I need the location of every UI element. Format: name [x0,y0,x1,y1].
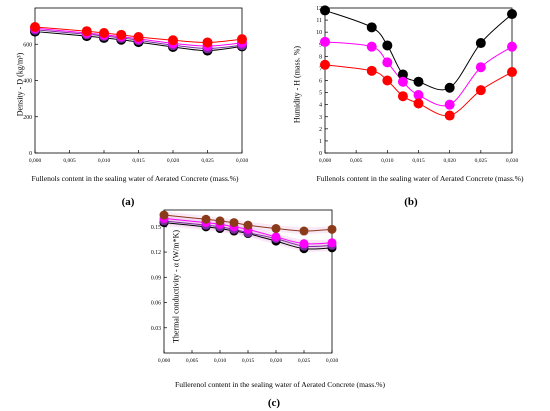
y-tick-label: 9 [319,42,322,48]
data-point [299,226,309,236]
y-tick-label: 8 [319,54,322,60]
data-point [507,9,517,20]
y-tick-label: 6 [319,79,322,85]
data-point [243,220,253,230]
data-point [320,5,330,16]
y-tick-label: 7 [319,66,322,72]
caption-c: (c) [267,397,281,409]
y-tick-label: 3 [319,115,322,121]
x-tick-label: 0,020 [270,358,283,364]
x-tick-label: 0,000 [319,158,332,164]
x-tick-label: 0,015 [412,158,425,164]
x-tick-label: 0,010 [98,158,111,164]
x-tick-label: 0,005 [186,358,199,364]
x-tick-label: 0,000 [29,158,42,164]
data-point [475,85,486,96]
data-point [413,76,424,87]
data-point [201,214,211,224]
y-tick-label: 12 [316,6,322,12]
data-point [81,26,92,37]
data-point [133,32,144,42]
data-point [397,69,408,80]
data-point [366,22,377,33]
data-point [299,239,309,249]
x-tick-label: 0,005 [350,158,363,164]
y-tick-label: 1 [319,139,322,145]
data-point [237,34,247,45]
x-tick-label: 0,010 [381,158,394,164]
data-point [366,65,377,76]
x-tick-label: 0,020 [443,158,456,164]
x-tick-label: 0,030 [236,158,249,164]
y-tick-label: 0 [319,151,322,157]
data-point [507,67,517,78]
data-point [475,38,486,49]
x-tick-label: 0,025 [298,358,311,364]
y-tick-label: 400 [23,79,32,85]
y-tick-label: 10 [316,30,322,36]
x-tick-label: 0,025 [201,158,214,164]
x-tick-label: 0,000 [158,358,171,364]
data-point [444,82,455,93]
caption-a: (a) [121,196,135,208]
data-point [397,76,408,87]
y-tick-label: 600 [23,42,32,48]
x-tick-label: 0,030 [506,158,519,164]
data-point [382,57,393,68]
x-tick-label: 0,015 [132,158,145,164]
y-tick-label: 0.15 [151,225,161,231]
x-tick-label: 0,030 [326,358,339,364]
x-tick-label: 0,015 [242,358,255,364]
data-point [475,62,486,73]
chart-b-xlabel: Fullenols content in the sealing water o… [316,174,524,183]
data-point [271,232,281,242]
data-point [229,218,239,228]
data-point [116,29,127,40]
data-point [413,90,424,100]
data-point [320,36,330,47]
x-tick-label: 0,020 [167,158,180,164]
data-point [413,98,424,109]
y-tick-label: 0.06 [151,301,161,307]
x-tick-label: 0,005 [63,158,76,164]
data-point [271,224,281,234]
data-point [168,35,178,46]
data-point [320,59,330,70]
y-tick-label: 11 [316,18,322,24]
data-point [382,40,393,51]
data-point [327,238,337,248]
data-point [99,28,109,39]
data-point [327,224,337,234]
data-point [159,210,169,220]
data-point [444,110,455,121]
data-point [397,91,408,102]
data-point [202,37,213,48]
y-tick-label: 5 [319,91,322,97]
x-tick-label: 0,010 [214,358,227,364]
data-point [366,41,377,52]
chart-c-ylabel: Thermal conductivity - α (W/m*K) [171,229,181,344]
y-tick-label: 2 [319,127,322,133]
data-point [382,75,393,86]
y-tick-label: 0.03 [151,326,161,332]
y-tick-label: 4 [319,103,322,109]
caption-b: (b) [404,196,418,208]
y-tick-label: 0.09 [151,275,161,281]
y-tick-label: 200 [23,115,32,121]
data-point [215,216,225,226]
chart-c-xlabel: Fullerenol content in the sealing water … [174,380,386,389]
data-point [444,99,455,110]
data-point [30,22,40,33]
chart-a-xlabel: Fullenols content in the sealing water o… [31,174,239,183]
y-tick-label: 0 [29,151,32,157]
x-tick-label: 0,025 [475,158,488,164]
data-point [507,41,517,52]
y-tick-label: 0.12 [151,250,161,256]
